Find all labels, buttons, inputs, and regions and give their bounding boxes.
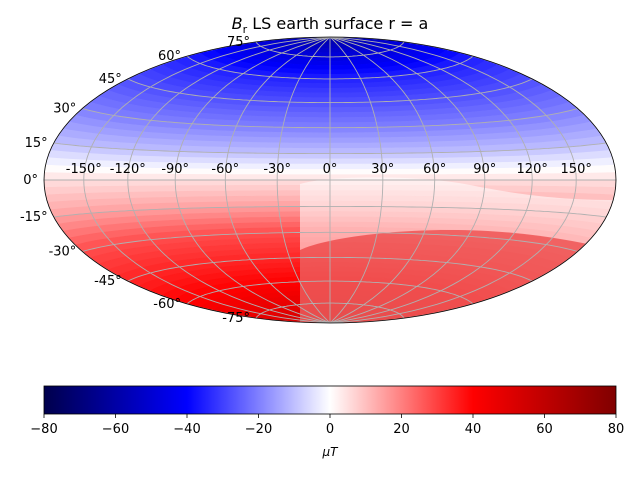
latitude-tick-label: 45° xyxy=(99,72,122,87)
longitude-tick-label: -120° xyxy=(110,162,146,177)
parallel-line xyxy=(127,78,533,104)
colorbar-tick-label: 80 xyxy=(608,422,625,437)
svg-text:Br LS earth surface r = a: Br LS earth surface r = a xyxy=(232,14,429,36)
latitude-tick-labels: 75° 60° 45° 30° 15° 0° -15° -30° -45° -60° -75° xyxy=(20,35,250,326)
parallel-line xyxy=(255,41,405,58)
parallel-line xyxy=(186,280,474,305)
longitude-tick-label: -30° xyxy=(263,162,291,177)
colorbar-label: μT xyxy=(322,445,340,459)
longitude-tick-label: -150° xyxy=(66,162,102,177)
colorbar-tick-label: 40 xyxy=(465,422,482,437)
latitude-tick-label: -45° xyxy=(94,274,122,289)
latitude-tick-label: 0° xyxy=(23,173,38,188)
parallel-line xyxy=(53,205,607,218)
parallel-line xyxy=(186,55,474,80)
longitude-tick-label: 150° xyxy=(561,162,592,177)
longitude-tick-label: 120° xyxy=(517,162,548,177)
colorbar-tick-label: −80 xyxy=(30,422,57,437)
longitude-tick-label: 90° xyxy=(473,162,496,177)
latitude-tick-label: -60° xyxy=(153,297,181,312)
colorbar-ticks: −80 −60 −40 −20 0 20 40 60 80 xyxy=(30,414,624,437)
colorbar-tick-label: −40 xyxy=(173,422,200,437)
parallel-line xyxy=(255,302,405,319)
colorbar-tick-label: −20 xyxy=(245,422,272,437)
chart-title: Br LS earth surface r = a xyxy=(232,14,429,36)
longitude-tick-label: 60° xyxy=(423,162,446,177)
colorbar-tick-label: −60 xyxy=(102,422,129,437)
latitude-tick-label: 60° xyxy=(158,49,181,64)
latitude-tick-label: 75° xyxy=(227,35,250,50)
colorbar-gradient xyxy=(43,385,617,415)
longitude-tick-label: -60° xyxy=(211,162,239,177)
latitude-tick-label: -30° xyxy=(49,245,77,260)
colorbar-tick-label: 60 xyxy=(536,422,553,437)
latitude-tick-label: -15° xyxy=(20,210,48,225)
longitude-tick-label: 0° xyxy=(323,162,338,177)
map-field xyxy=(44,37,616,323)
longitude-tick-labels: -150° -120° -90° -60° -30° 0° 30° 60° 90° 120° 150… xyxy=(66,162,592,177)
graticule xyxy=(44,37,616,323)
parallel-line xyxy=(82,108,578,129)
parallel-line xyxy=(53,142,607,155)
colorbar-tick-label: 0 xyxy=(326,422,334,437)
longitude-tick-label: 30° xyxy=(371,162,394,177)
colorbar: −80 −60 −40 −20 0 20 40 60 80 μT xyxy=(30,385,624,459)
longitude-tick-label: -90° xyxy=(161,162,189,177)
latitude-tick-label: -75° xyxy=(222,311,250,326)
map-boundary xyxy=(43,36,617,324)
parallel-line xyxy=(82,231,578,252)
parallel-line xyxy=(127,256,533,282)
colorbar-tick-label: 20 xyxy=(393,422,410,437)
latitude-tick-label: 30° xyxy=(53,102,76,117)
latitude-tick-label: 15° xyxy=(25,136,48,151)
